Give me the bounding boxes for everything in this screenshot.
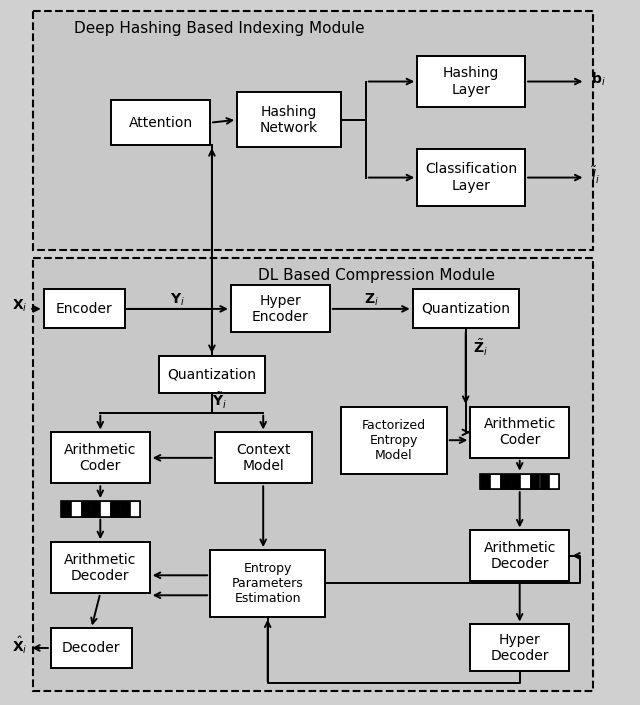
Bar bbox=[51, 628, 132, 668]
Bar bbox=[81, 501, 90, 517]
Bar bbox=[470, 625, 569, 671]
Text: Classification
Layer: Classification Layer bbox=[425, 162, 517, 192]
Bar bbox=[44, 289, 125, 329]
Text: Encoder: Encoder bbox=[56, 302, 113, 316]
Bar bbox=[90, 501, 100, 517]
Text: Quantization: Quantization bbox=[421, 302, 510, 316]
Bar bbox=[540, 474, 549, 489]
Bar bbox=[70, 501, 81, 517]
Bar bbox=[237, 92, 340, 147]
Bar bbox=[470, 530, 569, 582]
Text: Hashing
Network: Hashing Network bbox=[260, 104, 318, 135]
Bar bbox=[61, 501, 70, 517]
Bar bbox=[51, 542, 150, 593]
Bar bbox=[110, 501, 120, 517]
Bar bbox=[340, 407, 447, 474]
Text: $\mathbf{b}_i$: $\mathbf{b}_i$ bbox=[591, 71, 605, 88]
Bar bbox=[231, 286, 330, 333]
Bar bbox=[480, 474, 559, 489]
Text: Entropy
Parameters
Estimation: Entropy Parameters Estimation bbox=[232, 562, 303, 605]
Text: Factorized
Entropy
Model: Factorized Entropy Model bbox=[362, 419, 426, 462]
Bar bbox=[470, 407, 569, 458]
Bar bbox=[100, 501, 110, 517]
Text: $\mathbf{Z}_i$: $\mathbf{Z}_i$ bbox=[364, 292, 379, 308]
Bar bbox=[130, 501, 140, 517]
Text: Arithmetic
Coder: Arithmetic Coder bbox=[483, 417, 556, 448]
Bar bbox=[549, 474, 559, 489]
Bar bbox=[520, 474, 529, 489]
Text: $\mathbf{Y}_i$: $\mathbf{Y}_i$ bbox=[170, 292, 185, 308]
Bar bbox=[500, 474, 510, 489]
Text: Decoder: Decoder bbox=[62, 641, 120, 655]
Text: Quantization: Quantization bbox=[168, 367, 257, 381]
Text: Arithmetic
Decoder: Arithmetic Decoder bbox=[483, 541, 556, 571]
Bar bbox=[33, 258, 593, 691]
Bar bbox=[33, 11, 593, 250]
Text: $\tilde{l}_i$: $\tilde{l}_i$ bbox=[591, 165, 600, 186]
Text: $\mathbf{X}_i$: $\mathbf{X}_i$ bbox=[12, 298, 28, 314]
Text: $\hat{\mathbf{X}}_i$: $\hat{\mathbf{X}}_i$ bbox=[12, 634, 28, 656]
Bar bbox=[214, 432, 312, 484]
Bar bbox=[51, 432, 150, 484]
Bar bbox=[120, 501, 130, 517]
Text: Context
Model: Context Model bbox=[236, 443, 291, 473]
Bar bbox=[210, 550, 325, 617]
Text: Attention: Attention bbox=[129, 116, 193, 130]
Text: Hyper
Encoder: Hyper Encoder bbox=[252, 294, 308, 324]
Text: Hashing
Layer: Hashing Layer bbox=[443, 66, 499, 97]
Bar bbox=[417, 149, 525, 206]
Text: Hyper
Decoder: Hyper Decoder bbox=[490, 633, 549, 663]
Text: Arithmetic
Coder: Arithmetic Coder bbox=[64, 443, 136, 473]
Text: $\tilde{\mathbf{Y}}_i$: $\tilde{\mathbf{Y}}_i$ bbox=[212, 391, 227, 411]
Text: $\tilde{\mathbf{Z}}_i$: $\tilde{\mathbf{Z}}_i$ bbox=[473, 338, 488, 358]
Text: DL Based Compression Module: DL Based Compression Module bbox=[258, 268, 495, 283]
Text: Arithmetic
Decoder: Arithmetic Decoder bbox=[64, 553, 136, 583]
Bar bbox=[529, 474, 540, 489]
Bar bbox=[510, 474, 520, 489]
Bar bbox=[490, 474, 500, 489]
Bar bbox=[413, 289, 519, 329]
Bar bbox=[159, 356, 265, 393]
Bar bbox=[417, 56, 525, 107]
Bar bbox=[61, 501, 140, 517]
Bar bbox=[111, 100, 210, 145]
Bar bbox=[480, 474, 490, 489]
Text: Deep Hashing Based Indexing Module: Deep Hashing Based Indexing Module bbox=[74, 21, 364, 36]
